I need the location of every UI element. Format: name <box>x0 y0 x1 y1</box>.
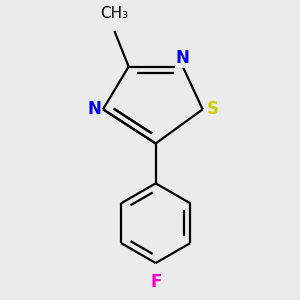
Text: F: F <box>150 273 161 291</box>
Text: N: N <box>176 49 190 67</box>
Text: N: N <box>88 100 101 118</box>
Text: CH₃: CH₃ <box>100 6 128 21</box>
Text: S: S <box>207 100 219 118</box>
